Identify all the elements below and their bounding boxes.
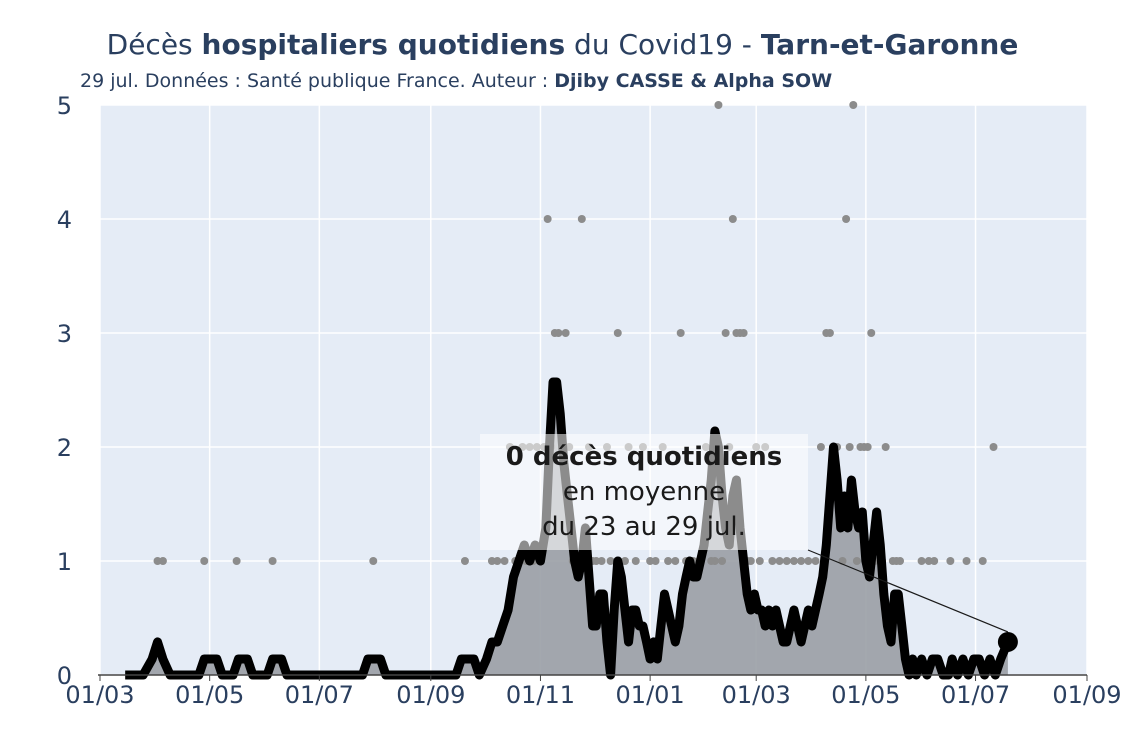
x-tick-label: 01/05 <box>831 681 900 709</box>
daily-point <box>867 329 876 337</box>
daily-point <box>775 557 784 565</box>
daily-point <box>816 443 825 451</box>
daily-point <box>881 443 890 451</box>
y-tick-label: 0 <box>57 662 72 690</box>
x-tick-label: 01/05 <box>175 681 244 709</box>
daily-point <box>369 557 378 565</box>
annotation-arrow <box>807 549 1009 633</box>
daily-point <box>811 557 820 565</box>
daily-point <box>746 557 755 565</box>
daily-point <box>789 557 798 565</box>
x-tick-label: 01/11 <box>506 681 575 709</box>
title-part2: du Covid19 - <box>565 28 761 61</box>
daily-point <box>782 557 791 565</box>
daily-point <box>989 443 998 451</box>
x-tick-label: 01/09 <box>1052 681 1121 709</box>
x-tick-label: 01/03 <box>65 681 134 709</box>
daily-point <box>664 557 673 565</box>
daily-point <box>500 557 509 565</box>
daily-point <box>863 443 872 451</box>
daily-point <box>917 557 926 565</box>
x-tick-label: 01/01 <box>616 681 685 709</box>
daily-point <box>158 557 167 565</box>
daily-point <box>721 329 730 337</box>
x-tick-label: 01/07 <box>285 681 354 709</box>
daily-point <box>896 557 905 565</box>
daily-point <box>930 557 939 565</box>
daily-point <box>797 557 806 565</box>
daily-point <box>714 101 723 109</box>
daily-point <box>597 557 606 565</box>
daily-point <box>842 215 851 223</box>
average-line <box>125 377 1013 680</box>
subtitle-text: 29 jul. Données : Santé publique France.… <box>80 70 555 92</box>
title-part1: Décès <box>106 28 202 61</box>
annotation-line2: en moyenne <box>563 477 725 507</box>
daily-point <box>606 557 615 565</box>
title-bold1: hospitaliers quotidiens <box>201 28 566 61</box>
chart-title: Décès hospitaliers quotidiens du Covid19… <box>0 28 1125 61</box>
title-bold2: Tarn-et-Garonne <box>760 28 1019 61</box>
daily-point <box>577 215 586 223</box>
annotation-layer: 0 décès quotidiens en moyenne du 23 au 2… <box>480 434 1009 633</box>
y-tick-label: 3 <box>57 320 72 348</box>
daily-point <box>718 557 727 565</box>
daily-point <box>232 557 241 565</box>
latest-value-marker <box>997 631 1018 652</box>
daily-point <box>755 557 764 565</box>
daily-point <box>671 557 680 565</box>
annotation-line1: 0 décès quotidiens <box>506 442 782 472</box>
average-line-layer <box>125 377 1013 680</box>
daily-point <box>676 329 685 337</box>
chart-subtitle: 29 jul. Données : Santé publique France.… <box>80 70 832 92</box>
marker-layer <box>997 631 1018 652</box>
daily-point <box>845 443 854 451</box>
y-tick-label: 1 <box>57 548 72 576</box>
daily-point <box>620 557 629 565</box>
x-tick-label: 01/09 <box>396 681 465 709</box>
daily-point <box>460 557 469 565</box>
daily-point <box>768 557 777 565</box>
x-tick-label: 01/07 <box>941 681 1010 709</box>
daily-point <box>543 215 552 223</box>
daily-point <box>651 557 660 565</box>
daily-point <box>852 557 861 565</box>
y-tick-label: 4 <box>57 206 72 234</box>
daily-point <box>613 329 622 337</box>
axes: 01/03 01/05 01/07 01/09 01/11 01/01 01/03 01/05… <box>57 92 1122 709</box>
annotation-box <box>480 434 808 550</box>
daily-point <box>493 557 502 565</box>
daily-point <box>710 557 719 565</box>
daily-point <box>825 329 834 337</box>
daily-point <box>849 101 858 109</box>
daily-point <box>268 557 277 565</box>
daily-point <box>554 329 563 337</box>
daily-point <box>631 557 640 565</box>
daily-point <box>946 557 955 565</box>
daily-point <box>200 557 209 565</box>
subtitle-authors: Djiby CASSE & Alpha SOW <box>554 70 833 92</box>
daily-point <box>962 557 971 565</box>
annotation-line3: du 23 au 29 jul. <box>542 512 746 542</box>
daily-point <box>978 557 987 565</box>
daily-point <box>561 329 570 337</box>
x-tick-label: 01/03 <box>722 681 791 709</box>
daily-point <box>804 557 813 565</box>
y-tick-label: 2 <box>57 434 72 462</box>
y-tick-label: 5 <box>57 92 72 120</box>
daily-point <box>728 215 737 223</box>
daily-point <box>739 329 748 337</box>
